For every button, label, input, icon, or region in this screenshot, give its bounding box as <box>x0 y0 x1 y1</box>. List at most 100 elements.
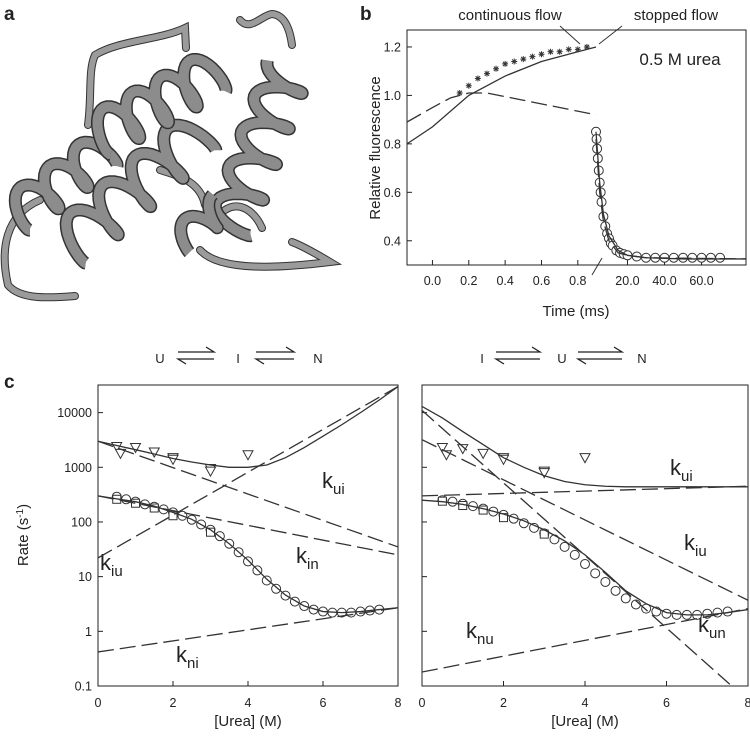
point <box>436 443 449 454</box>
x-tick-label: 0.8 <box>569 274 586 288</box>
x-tick-label: 2 <box>170 696 177 710</box>
y-label-part: Rate (s <box>15 518 32 566</box>
point <box>167 454 179 466</box>
curve <box>98 386 398 468</box>
point <box>590 568 601 579</box>
point <box>529 53 536 60</box>
point <box>574 46 581 53</box>
point <box>556 48 563 55</box>
x-axis-label: [Urea] (M) <box>214 713 282 730</box>
pointer <box>559 25 581 45</box>
y-axis-label: Relative fluorescence <box>367 76 384 219</box>
point <box>620 593 631 604</box>
helix <box>10 137 123 236</box>
y-label-sup: -1 <box>15 508 26 517</box>
point <box>129 443 142 454</box>
point <box>671 609 682 620</box>
x-tick-label: 4 <box>582 696 589 710</box>
point <box>456 89 463 96</box>
curve-label: kiu <box>100 550 123 580</box>
plot-area <box>422 405 748 686</box>
point <box>447 496 458 507</box>
label-main: k <box>176 642 188 667</box>
point <box>565 46 572 53</box>
curve <box>422 405 748 488</box>
ribbon-strand <box>222 203 265 231</box>
point <box>715 252 726 263</box>
scheme: U I N I U N <box>155 346 647 366</box>
point <box>549 534 560 545</box>
x-tick-label: 0.4 <box>496 274 513 288</box>
y-tick-label: 0.8 <box>384 137 401 151</box>
curve-label: kiu <box>684 530 707 560</box>
point <box>465 82 472 89</box>
label-sub: ui <box>681 468 693 485</box>
curve <box>98 607 398 653</box>
point <box>538 468 551 479</box>
curve <box>595 131 746 260</box>
label-sub: nu <box>477 631 494 648</box>
curve <box>98 385 398 559</box>
point <box>243 556 253 567</box>
point <box>511 58 518 65</box>
label-main: k <box>466 618 478 643</box>
x-tick-label: 0.0 <box>424 274 441 288</box>
x-tick-label: 0.2 <box>460 274 477 288</box>
curve-label: kin <box>296 543 319 573</box>
point <box>705 252 716 263</box>
x-tick-label: 0 <box>419 696 426 710</box>
pointer <box>598 25 623 45</box>
curve-label: kun <box>698 612 726 642</box>
curve <box>98 440 398 548</box>
y-label-part: ) <box>15 504 32 509</box>
species: U <box>557 351 566 366</box>
label-sub: ui <box>333 481 345 498</box>
ribbon-strand <box>85 23 189 128</box>
panel-label: a <box>4 4 15 25</box>
x-tick-label: 60.0 <box>689 274 713 288</box>
point <box>569 549 580 560</box>
point <box>483 70 490 77</box>
curve <box>422 607 748 673</box>
point <box>242 450 254 461</box>
curve <box>98 495 398 614</box>
point <box>547 48 554 55</box>
y-tick-label: 0.6 <box>384 186 401 200</box>
label-sub: un <box>709 625 726 642</box>
curve <box>422 485 748 497</box>
label-sub: in <box>307 556 319 573</box>
curve <box>595 138 746 260</box>
point <box>474 75 481 82</box>
plot-area <box>407 43 746 263</box>
x-axis-label: [Urea] (M) <box>551 713 619 730</box>
y-tick-label: 0.1 <box>75 680 92 694</box>
point <box>579 453 591 464</box>
species: U <box>155 351 164 366</box>
curve-label: kni <box>176 642 199 672</box>
plot-frame <box>97 384 399 687</box>
plot-frame <box>406 29 747 266</box>
y-tick-label: 100 <box>71 515 92 529</box>
protein-ribbon <box>0 9 343 302</box>
annotation: stopped flow <box>634 7 718 24</box>
point <box>148 447 161 459</box>
label-main: k <box>684 530 696 555</box>
x-tick-label: 6 <box>663 696 670 710</box>
y-tick-label: 10000 <box>57 406 92 420</box>
plot-area <box>98 385 398 653</box>
point <box>583 43 590 50</box>
helix <box>175 191 223 258</box>
x-axis-label: Time (ms) <box>543 303 610 320</box>
annotation: continuous flow <box>458 7 562 24</box>
point <box>271 583 282 594</box>
ribbon-strand <box>197 239 340 270</box>
curve-label: kui <box>670 455 693 485</box>
helix <box>210 58 308 241</box>
x-tick-label: 8 <box>395 696 402 710</box>
x-tick-label: 6 <box>320 696 327 710</box>
species: I <box>480 351 484 366</box>
label-main: k <box>670 455 682 480</box>
label-main: k <box>100 550 112 575</box>
y-tick-label: 1.0 <box>384 89 401 103</box>
